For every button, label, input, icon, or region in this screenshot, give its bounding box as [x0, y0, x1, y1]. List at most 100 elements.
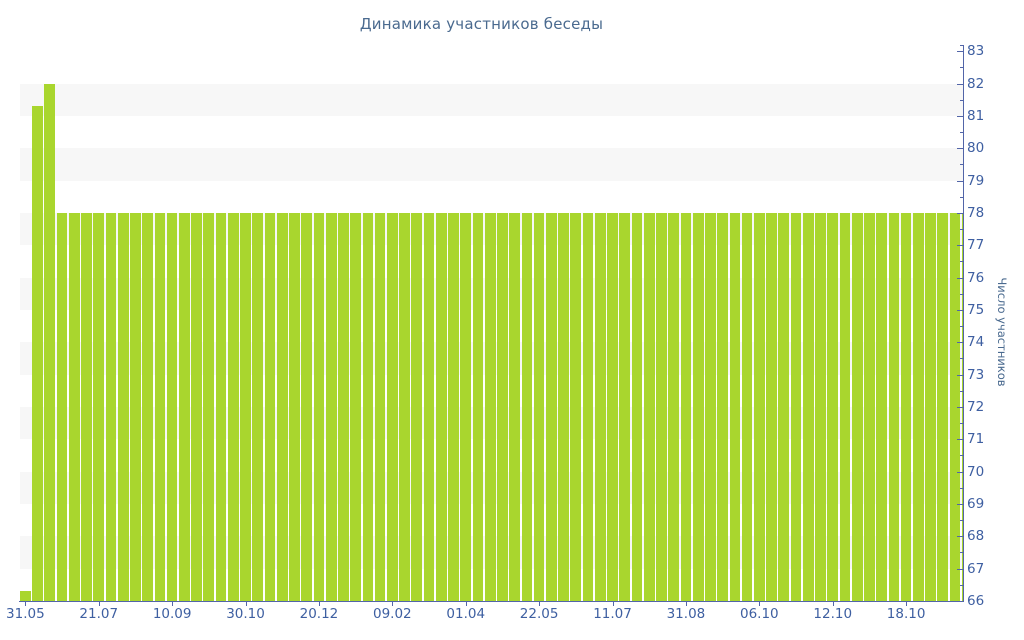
- y-tick: [957, 601, 963, 602]
- bar: [32, 106, 43, 601]
- y-tick-label: 78: [967, 204, 985, 221]
- x-tick: [465, 601, 467, 606]
- x-tick: [759, 601, 761, 606]
- bar: [44, 83, 56, 601]
- x-tick: [98, 601, 100, 606]
- y-tick: [959, 326, 963, 328]
- bar: [802, 212, 814, 601]
- y-tick-label: 70: [967, 463, 985, 480]
- bar: [484, 212, 496, 601]
- bar: [338, 212, 349, 601]
- y-tick: [959, 455, 963, 457]
- y-tick: [957, 245, 963, 247]
- y-tick: [957, 439, 963, 441]
- y-tick-label: 79: [967, 172, 985, 189]
- bar: [448, 212, 459, 601]
- bar: [594, 212, 606, 601]
- bar: [362, 212, 374, 601]
- bar: [864, 212, 875, 601]
- y-tick: [959, 196, 963, 198]
- y-tick: [959, 132, 963, 134]
- bar: [692, 212, 704, 601]
- y-tick: [957, 148, 963, 150]
- y-tick: [959, 99, 963, 101]
- bar: [509, 212, 520, 601]
- bar: [729, 212, 741, 601]
- y-tick: [957, 212, 963, 214]
- y-axis-title: Число участников: [995, 277, 1009, 387]
- y-tick: [957, 471, 963, 473]
- bar: [888, 212, 900, 601]
- chart-title: Динамика участников беседы: [359, 15, 604, 33]
- bar: [815, 212, 826, 601]
- x-tick-label: 30.10: [226, 606, 265, 622]
- bar: [313, 212, 325, 601]
- bar: [203, 212, 215, 601]
- y-tick: [959, 487, 963, 489]
- bar: [497, 212, 508, 601]
- x-tick-label: 31.05: [6, 606, 45, 622]
- grid-stripe: [20, 148, 963, 181]
- y-tick-label: 82: [967, 75, 985, 92]
- y-tick-label: 68: [967, 528, 985, 545]
- bar: [741, 212, 753, 601]
- y-tick: [957, 115, 963, 117]
- bar: [925, 212, 936, 601]
- bar: [435, 212, 447, 601]
- bar: [227, 212, 239, 601]
- bar: [252, 212, 264, 601]
- bar: [937, 212, 949, 601]
- bar: [20, 591, 31, 601]
- y-tick: [957, 342, 963, 344]
- y-tick-label: 77: [967, 237, 985, 254]
- bar: [656, 212, 667, 601]
- y-tick-label: 81: [967, 107, 985, 124]
- bar: [215, 212, 227, 601]
- y-tick-label: 74: [967, 334, 985, 351]
- bar: [790, 212, 802, 601]
- bar: [827, 212, 839, 601]
- bar: [533, 212, 545, 601]
- y-tick: [957, 83, 963, 85]
- bar: [521, 212, 533, 601]
- x-tick: [539, 601, 541, 606]
- bar: [166, 212, 178, 601]
- y-tick: [957, 309, 963, 311]
- bar: [472, 212, 484, 601]
- bar: [900, 212, 912, 601]
- bar: [325, 212, 337, 601]
- x-tick: [25, 601, 27, 606]
- y-tick: [959, 358, 963, 360]
- y-tick: [959, 552, 963, 554]
- x-tick-label: 20.12: [299, 606, 339, 622]
- grid-stripe: [20, 83, 963, 116]
- x-tick-label: 11.07: [593, 606, 632, 622]
- y-tick: [957, 406, 963, 408]
- x-tick: [832, 601, 834, 606]
- x-tick: [392, 601, 394, 606]
- bar: [81, 212, 92, 601]
- y-tick: [957, 503, 963, 505]
- bar: [350, 212, 361, 601]
- y-tick-label: 69: [967, 495, 985, 512]
- bar: [117, 212, 129, 601]
- bar: [411, 212, 423, 601]
- x-tick-label: 18.10: [886, 606, 926, 622]
- y-tick-label: 73: [967, 366, 985, 383]
- bar: [607, 212, 618, 601]
- bar: [668, 212, 680, 601]
- bar: [913, 212, 924, 601]
- y-tick: [959, 423, 963, 425]
- y-tick: [959, 390, 963, 392]
- y-tick: [957, 568, 963, 570]
- x-tick-label: 31.08: [666, 606, 706, 622]
- y-axis-line: [963, 45, 964, 601]
- bar: [680, 212, 692, 601]
- bar: [374, 212, 386, 601]
- y-tick-label: 80: [967, 140, 985, 157]
- bar: [264, 212, 276, 601]
- y-axis-end-tick: [959, 45, 963, 46]
- x-tick-label: 22.05: [519, 606, 559, 622]
- bar: [142, 212, 154, 601]
- plot-area: [20, 45, 963, 601]
